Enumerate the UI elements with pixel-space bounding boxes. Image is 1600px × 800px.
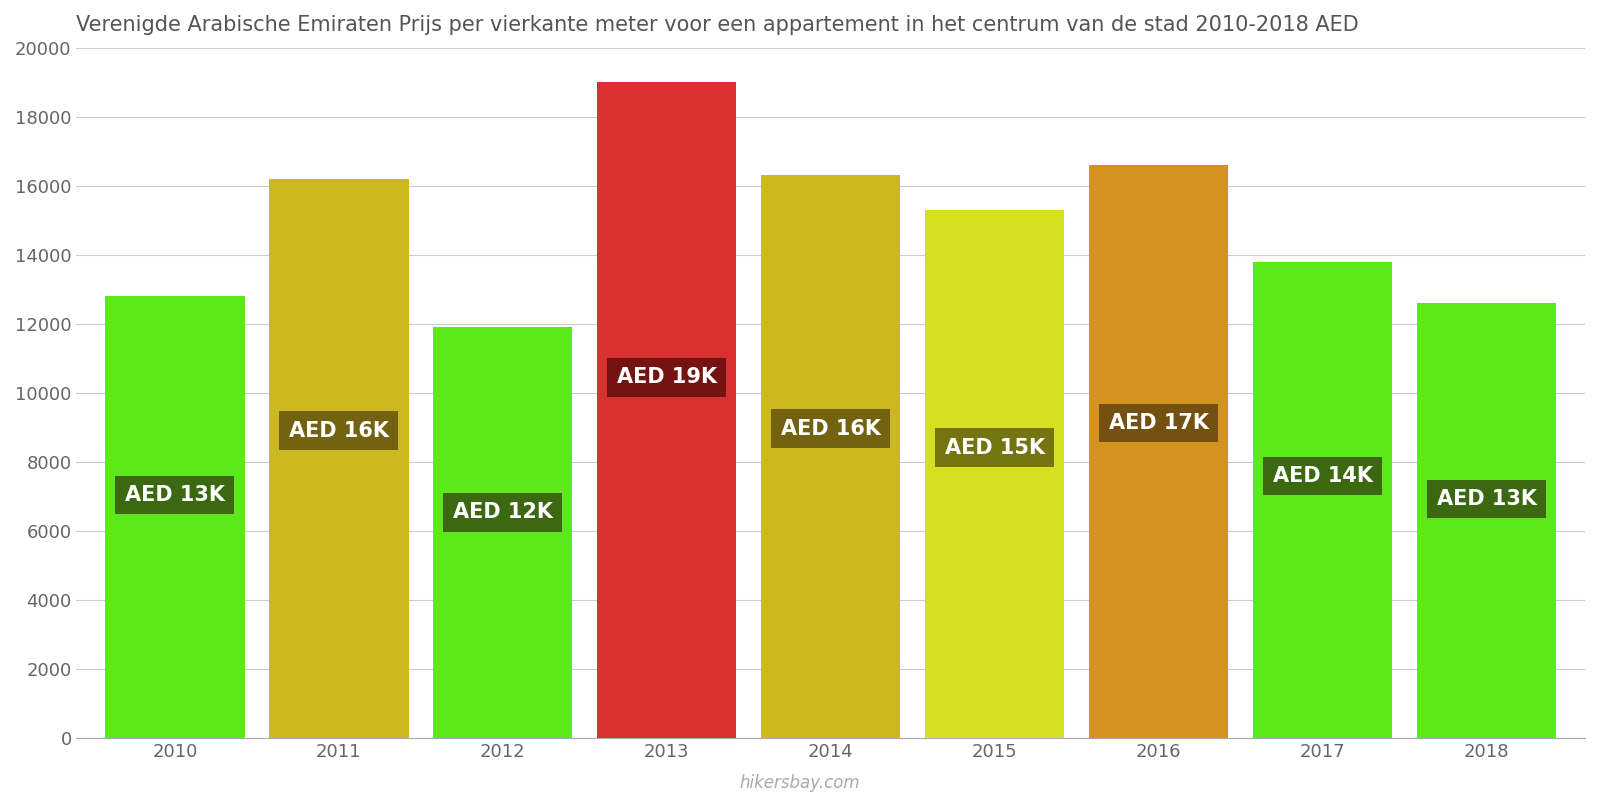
Text: AED 17K: AED 17K <box>1109 413 1208 433</box>
Bar <box>1253 262 1392 738</box>
Bar <box>1418 303 1557 738</box>
Text: AED 12K: AED 12K <box>453 502 554 522</box>
Bar <box>1090 165 1229 738</box>
Text: AED 16K: AED 16K <box>781 418 880 438</box>
Text: AED 13K: AED 13K <box>125 485 226 505</box>
Text: AED 19K: AED 19K <box>616 367 717 387</box>
Text: AED 16K: AED 16K <box>290 421 389 441</box>
Bar <box>597 82 736 738</box>
Bar <box>762 175 901 738</box>
Bar <box>106 296 245 738</box>
Bar <box>434 327 573 738</box>
Text: AED 13K: AED 13K <box>1437 489 1536 509</box>
Text: AED 15K: AED 15K <box>944 438 1045 458</box>
Text: AED 14K: AED 14K <box>1272 466 1373 486</box>
Text: hikersbay.com: hikersbay.com <box>739 774 861 792</box>
Bar <box>269 179 408 738</box>
Text: Verenigde Arabische Emiraten Prijs per vierkante meter voor een appartement in h: Verenigde Arabische Emiraten Prijs per v… <box>77 15 1360 35</box>
Bar <box>925 210 1064 738</box>
